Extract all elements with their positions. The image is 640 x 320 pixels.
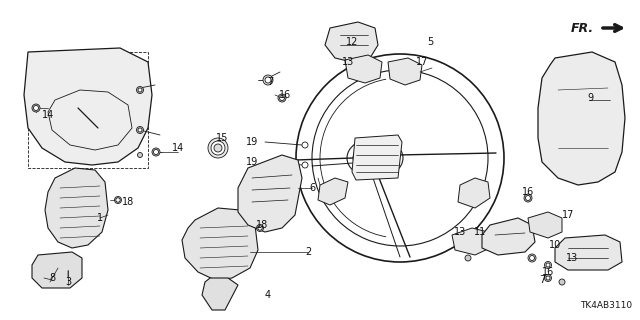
Circle shape (32, 104, 40, 112)
Text: 16: 16 (279, 90, 291, 100)
Text: 9: 9 (587, 93, 593, 103)
Circle shape (545, 275, 552, 282)
Circle shape (529, 255, 534, 260)
Polygon shape (452, 228, 490, 255)
Circle shape (258, 226, 262, 230)
Circle shape (138, 153, 143, 157)
Circle shape (152, 148, 160, 156)
Polygon shape (45, 168, 108, 248)
Circle shape (154, 149, 159, 155)
Polygon shape (388, 58, 422, 85)
Circle shape (546, 276, 550, 280)
Circle shape (136, 86, 143, 93)
Text: 14: 14 (42, 110, 54, 120)
Text: 4: 4 (265, 290, 271, 300)
Text: FR.: FR. (571, 22, 594, 36)
Polygon shape (318, 178, 348, 205)
Text: 13: 13 (454, 227, 466, 237)
Circle shape (559, 279, 565, 285)
Circle shape (33, 106, 38, 110)
Circle shape (545, 261, 552, 268)
Text: 3: 3 (65, 277, 71, 287)
Circle shape (528, 254, 536, 262)
Text: 14: 14 (172, 143, 184, 153)
Text: 13: 13 (566, 253, 578, 263)
Circle shape (263, 75, 273, 85)
Polygon shape (555, 235, 622, 270)
Text: 8: 8 (49, 273, 55, 283)
Text: 2: 2 (305, 247, 311, 257)
Polygon shape (32, 252, 82, 288)
Circle shape (136, 126, 143, 133)
Circle shape (302, 162, 308, 168)
Circle shape (278, 94, 286, 102)
Text: 16: 16 (542, 267, 554, 277)
Circle shape (465, 255, 471, 261)
Text: 17: 17 (416, 57, 428, 67)
Circle shape (138, 128, 142, 132)
Circle shape (280, 95, 285, 100)
Text: 7: 7 (539, 275, 545, 285)
Text: 17: 17 (562, 210, 574, 220)
Polygon shape (528, 212, 562, 238)
Polygon shape (24, 48, 152, 165)
Circle shape (214, 144, 222, 152)
Polygon shape (202, 278, 238, 310)
Text: 5: 5 (427, 37, 433, 47)
Circle shape (138, 88, 142, 92)
Text: 11: 11 (474, 227, 486, 237)
Polygon shape (325, 22, 378, 62)
Circle shape (116, 198, 120, 202)
Polygon shape (482, 218, 535, 255)
Polygon shape (352, 135, 402, 180)
Circle shape (302, 142, 308, 148)
Polygon shape (238, 155, 302, 232)
Circle shape (524, 194, 532, 202)
Circle shape (265, 77, 271, 83)
Polygon shape (538, 52, 625, 185)
Circle shape (525, 196, 531, 201)
Text: 1: 1 (97, 213, 103, 223)
Text: TK4AB3110: TK4AB3110 (580, 300, 632, 309)
Circle shape (208, 138, 228, 158)
Polygon shape (345, 55, 382, 83)
Text: 18: 18 (256, 220, 268, 230)
Circle shape (257, 225, 264, 231)
Text: 18: 18 (122, 197, 134, 207)
Text: 10: 10 (549, 240, 561, 250)
Circle shape (115, 196, 122, 204)
Polygon shape (182, 208, 258, 280)
Text: 16: 16 (522, 187, 534, 197)
Text: 12: 12 (346, 37, 358, 47)
Text: 15: 15 (216, 133, 228, 143)
Text: 19: 19 (246, 157, 258, 167)
Polygon shape (458, 178, 490, 208)
Text: 6: 6 (309, 183, 315, 193)
Text: 13: 13 (342, 57, 354, 67)
Circle shape (546, 263, 550, 267)
Circle shape (211, 141, 225, 155)
Text: 7: 7 (267, 77, 273, 87)
Text: 19: 19 (246, 137, 258, 147)
